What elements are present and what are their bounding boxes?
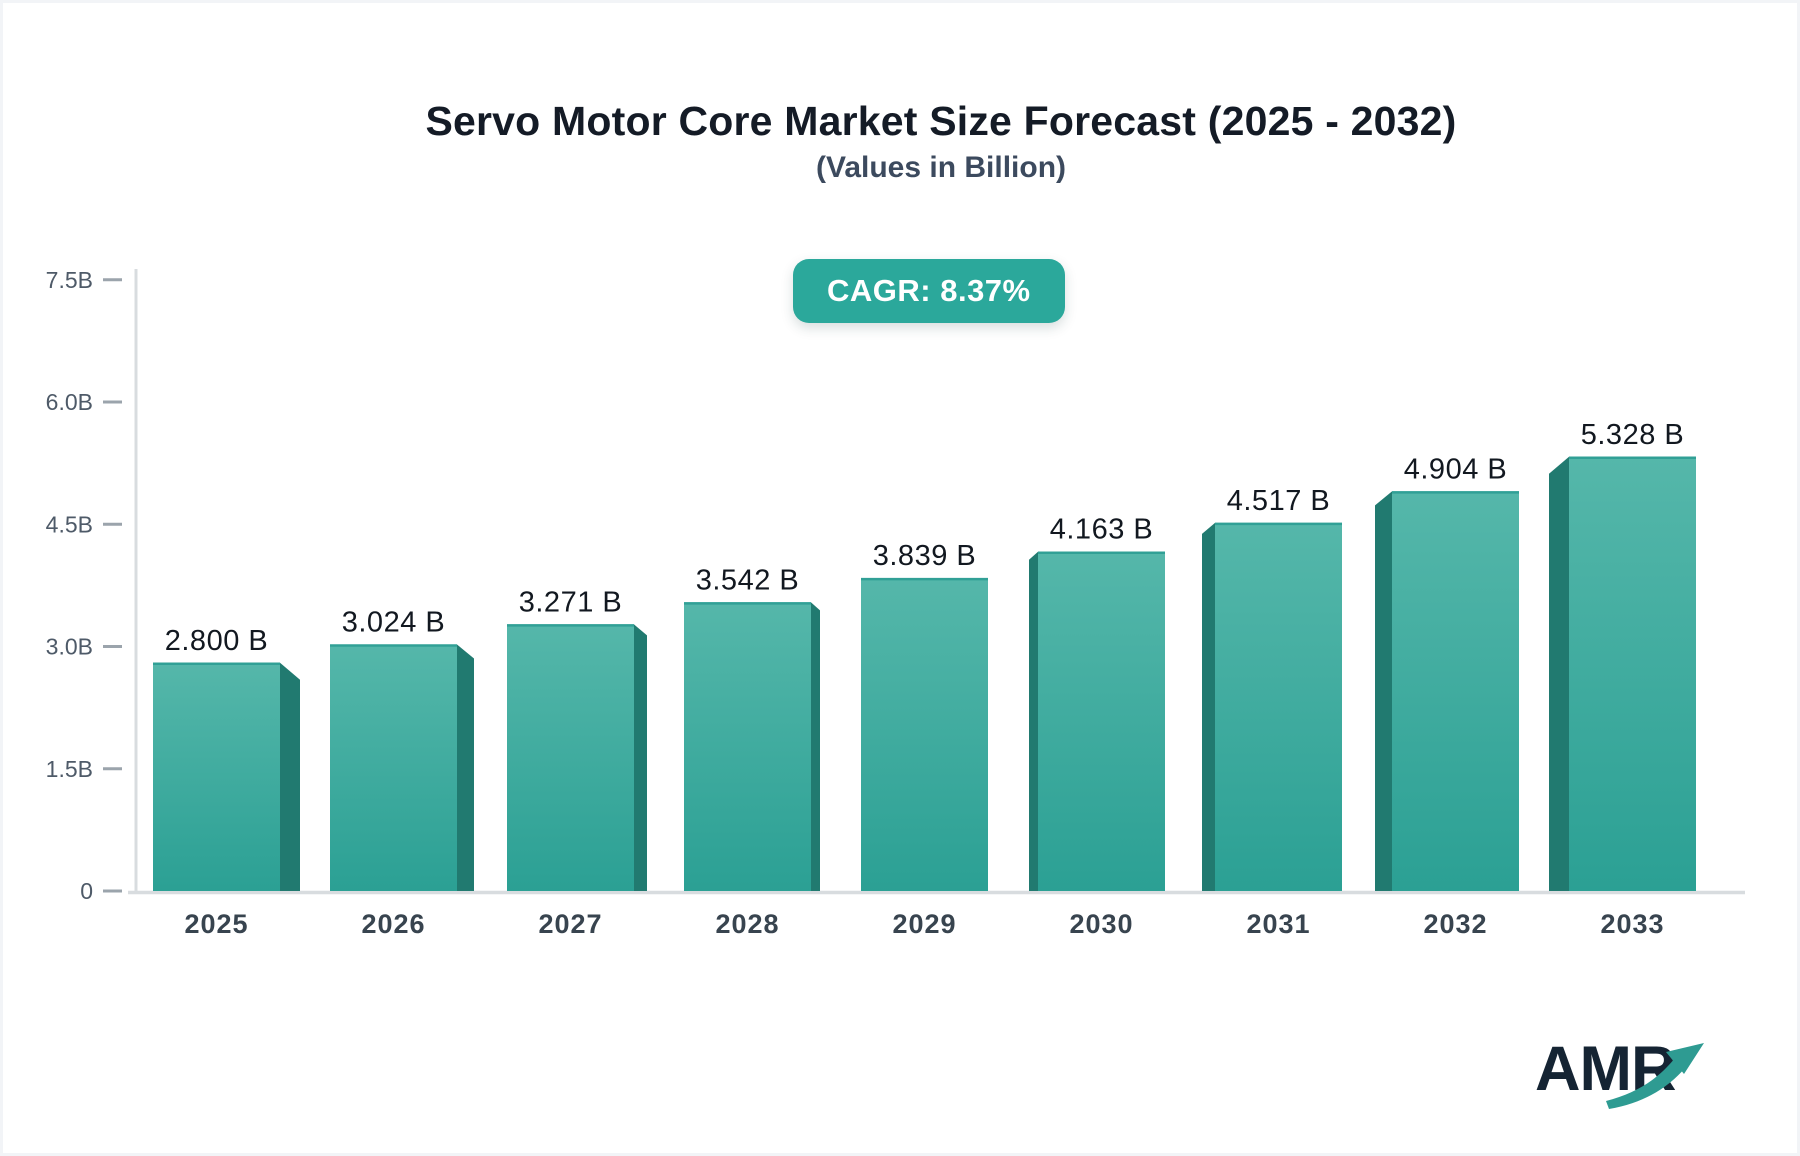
x-tick-label: 2027	[538, 909, 602, 939]
bar-main-face	[153, 662, 280, 891]
bar-value-label: 4.163 B	[1050, 514, 1153, 546]
bar-value-label: 5.328 B	[1581, 419, 1684, 451]
bar-main-face	[330, 644, 457, 891]
y-tick-label: 7.5B	[46, 267, 93, 293]
bar-main-face	[1392, 491, 1519, 891]
bar-2026: 3.024 B 2026	[330, 607, 474, 939]
page-title: Servo Motor Core Market Size Forecast (2…	[425, 98, 1457, 144]
bar-2029: 3.839 B 2029	[861, 540, 988, 939]
x-tick-label: 2030	[1069, 909, 1133, 939]
bar-side-face	[634, 624, 647, 891]
bar-value-label: 4.517 B	[1227, 485, 1330, 517]
y-tick-label: 3.0B	[46, 634, 93, 660]
bar-2030: 4.163 B 2030	[1029, 514, 1165, 939]
bar-value-label: 4.904 B	[1404, 453, 1507, 485]
x-tick-label: 2033	[1600, 909, 1664, 939]
bar-value-label: 3.024 B	[342, 607, 445, 639]
x-tick-label: 2031	[1246, 909, 1310, 939]
y-tick-label: 1.5B	[46, 756, 93, 782]
bar-2025: 2.800 B 2025	[153, 625, 300, 939]
bar-side-face	[1549, 456, 1569, 891]
bar-side-face	[1375, 491, 1392, 891]
growth-arrow-icon	[1606, 1043, 1704, 1109]
bar-main-face	[1569, 456, 1696, 891]
cagr-badge: CAGR: 8.37%	[793, 259, 1065, 323]
bar-chart: 7.5B 6.0B 4.5B 3.0B 1.5B 0 2.800 B 2025 3.024 B 2…	[46, 267, 1745, 939]
bar-value-label: 3.271 B	[519, 586, 622, 618]
bar-2028: 3.542 B 2028	[684, 564, 820, 939]
bar-side-face	[280, 662, 300, 891]
bar-main-face	[1038, 551, 1165, 891]
bar-main-face	[1215, 522, 1342, 891]
bar-side-face	[1029, 551, 1038, 891]
y-tick-label: 0	[80, 878, 93, 904]
x-tick-label: 2032	[1423, 909, 1487, 939]
bar-main-face	[684, 602, 811, 891]
bar-value-label: 3.839 B	[873, 540, 976, 572]
bar-main-face	[861, 578, 988, 891]
amr-logo: AMR	[1523, 1025, 1733, 1125]
x-tick-label: 2025	[184, 909, 248, 939]
y-tick-label: 4.5B	[46, 511, 93, 537]
bar-side-face	[457, 644, 474, 891]
chart-subtitle: (Values in Billion)	[815, 151, 1067, 184]
bar-2031: 4.517 B 2031	[1202, 485, 1342, 939]
x-tick-label: 2026	[361, 909, 425, 939]
y-tick-label: 6.0B	[46, 389, 93, 415]
bar-side-face	[811, 602, 820, 891]
bar-2033: 5.328 B 2033	[1549, 419, 1696, 939]
bar-2032: 4.904 B 2032	[1375, 453, 1519, 939]
bar-2027: 3.271 B 2027	[507, 586, 647, 939]
bar-value-label: 3.542 B	[696, 564, 799, 596]
bar-value-label: 2.800 B	[165, 625, 268, 657]
x-tick-label: 2028	[715, 909, 779, 939]
bar-side-face	[1202, 522, 1215, 891]
bar-main-face	[507, 624, 634, 891]
x-tick-label: 2029	[892, 909, 956, 939]
